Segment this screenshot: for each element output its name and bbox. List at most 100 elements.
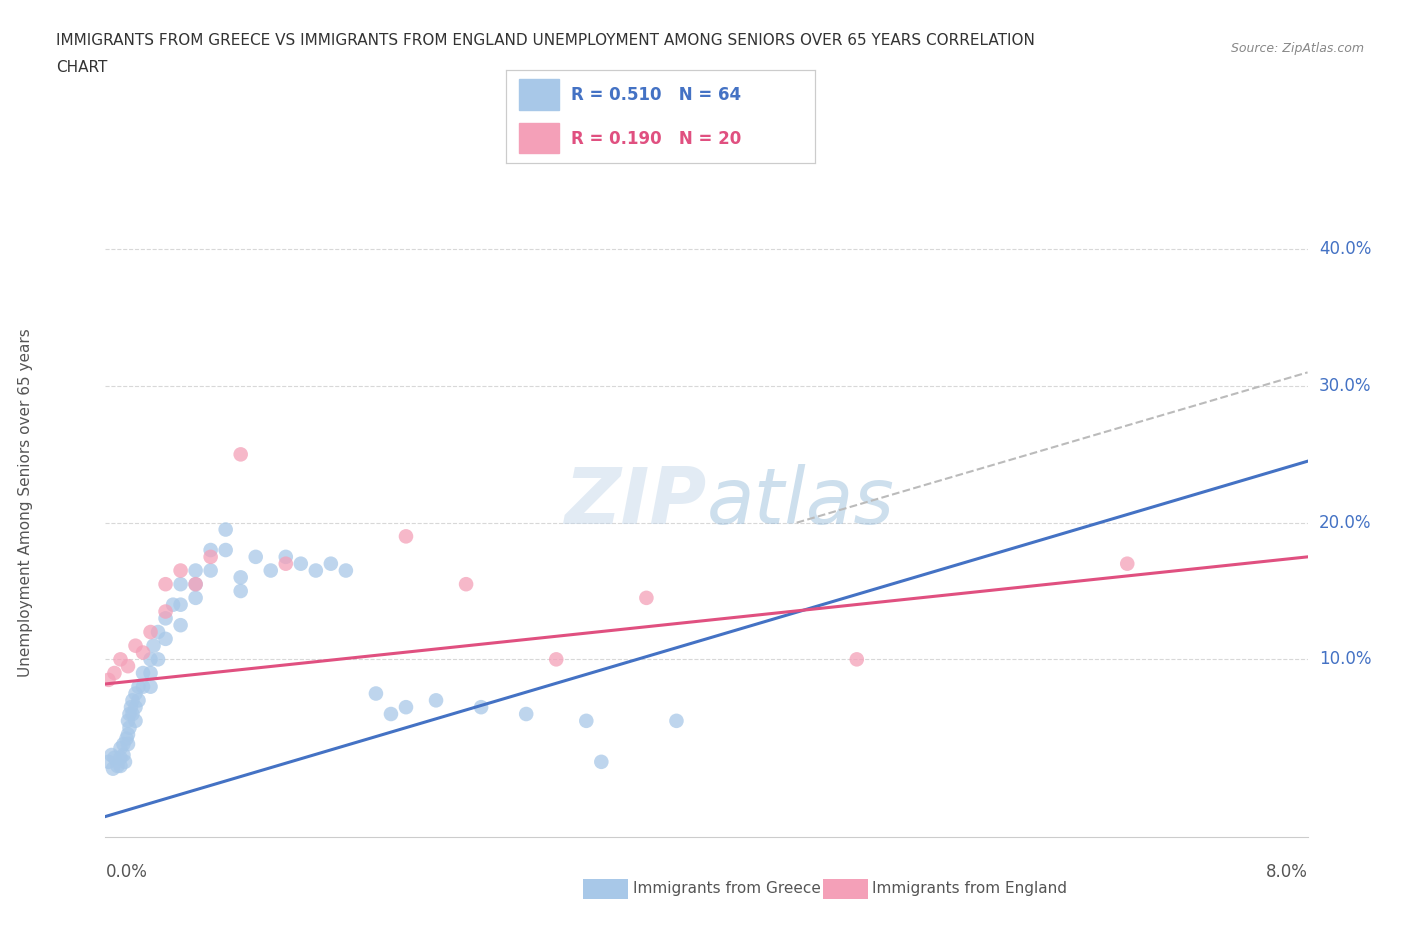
Point xyxy=(575,713,598,728)
Point xyxy=(305,563,328,578)
Point xyxy=(142,638,165,653)
Text: Immigrants from Greece: Immigrants from Greece xyxy=(633,881,821,896)
Text: ZIP: ZIP xyxy=(564,464,707,540)
Text: 8.0%: 8.0% xyxy=(1265,863,1308,881)
Point xyxy=(124,686,146,701)
Point xyxy=(184,577,207,591)
Point xyxy=(121,693,143,708)
Point xyxy=(139,679,162,694)
Point xyxy=(115,731,138,746)
Text: 10.0%: 10.0% xyxy=(1319,650,1371,669)
Point xyxy=(169,563,191,578)
Point xyxy=(200,563,222,578)
Point xyxy=(128,679,150,694)
Text: R = 0.510   N = 64: R = 0.510 N = 64 xyxy=(571,86,741,104)
Point xyxy=(110,751,132,765)
Point xyxy=(591,754,613,769)
Point xyxy=(274,556,297,571)
Point xyxy=(139,666,162,681)
Text: CHART: CHART xyxy=(56,60,108,75)
Bar xyxy=(519,123,558,153)
Point xyxy=(117,727,139,742)
Text: 20.0%: 20.0% xyxy=(1319,513,1371,532)
Point xyxy=(103,751,125,765)
Point xyxy=(110,759,132,774)
Text: Source: ZipAtlas.com: Source: ZipAtlas.com xyxy=(1230,42,1364,55)
Point xyxy=(114,754,136,769)
Point xyxy=(200,542,222,557)
Point xyxy=(121,707,143,722)
Point xyxy=(97,672,120,687)
Point xyxy=(184,577,207,591)
Point xyxy=(169,597,191,612)
Point xyxy=(454,577,477,591)
Point xyxy=(274,550,297,565)
Point xyxy=(184,591,207,605)
Point xyxy=(636,591,658,605)
Point xyxy=(155,631,177,646)
Point xyxy=(214,522,236,537)
Text: 0.0%: 0.0% xyxy=(105,863,148,881)
Text: 40.0%: 40.0% xyxy=(1319,240,1371,259)
Point xyxy=(110,652,132,667)
Point xyxy=(112,748,135,763)
Point xyxy=(319,556,342,571)
Point xyxy=(290,556,312,571)
Point xyxy=(200,550,222,565)
Point xyxy=(139,652,162,667)
Point xyxy=(155,604,177,619)
Point xyxy=(229,447,252,462)
Point xyxy=(112,737,135,751)
Text: Immigrants from England: Immigrants from England xyxy=(872,881,1067,896)
Text: 30.0%: 30.0% xyxy=(1319,377,1371,395)
Point xyxy=(139,625,162,640)
Point xyxy=(260,563,283,578)
Point xyxy=(101,762,124,777)
Point xyxy=(169,618,191,632)
Point xyxy=(845,652,868,667)
Point xyxy=(107,759,129,774)
Point xyxy=(117,737,139,751)
Point xyxy=(118,720,141,735)
Point xyxy=(132,679,155,694)
Point xyxy=(515,707,537,722)
Point xyxy=(132,645,155,660)
Point xyxy=(364,686,387,701)
Point xyxy=(124,638,146,653)
Point xyxy=(395,699,418,714)
Point xyxy=(245,550,267,565)
Bar xyxy=(519,79,558,110)
Text: Unemployment Among Seniors over 65 years: Unemployment Among Seniors over 65 years xyxy=(18,328,32,677)
Point xyxy=(184,563,207,578)
Point xyxy=(155,577,177,591)
Point xyxy=(146,625,169,640)
Point xyxy=(118,707,141,722)
Point xyxy=(470,699,492,714)
Point xyxy=(1116,556,1139,571)
Text: atlas: atlas xyxy=(707,464,894,540)
Text: R = 0.190   N = 20: R = 0.190 N = 20 xyxy=(571,129,741,148)
Point xyxy=(229,584,252,599)
Point xyxy=(546,652,568,667)
Point xyxy=(120,699,142,714)
Point xyxy=(162,597,184,612)
Point xyxy=(665,713,688,728)
Point xyxy=(335,563,357,578)
Point xyxy=(425,693,447,708)
Point xyxy=(395,529,418,544)
Point xyxy=(117,713,139,728)
Text: IMMIGRANTS FROM GREECE VS IMMIGRANTS FROM ENGLAND UNEMPLOYMENT AMONG SENIORS OVE: IMMIGRANTS FROM GREECE VS IMMIGRANTS FRO… xyxy=(56,33,1035,47)
Point xyxy=(100,748,122,763)
Point xyxy=(380,707,402,722)
Point xyxy=(110,740,132,755)
Point xyxy=(97,754,120,769)
Point xyxy=(132,666,155,681)
Point xyxy=(128,693,150,708)
Point xyxy=(229,570,252,585)
Point xyxy=(214,542,236,557)
Point xyxy=(117,658,139,673)
Point xyxy=(103,666,125,681)
Point xyxy=(124,713,146,728)
Point xyxy=(124,699,146,714)
Point xyxy=(155,611,177,626)
